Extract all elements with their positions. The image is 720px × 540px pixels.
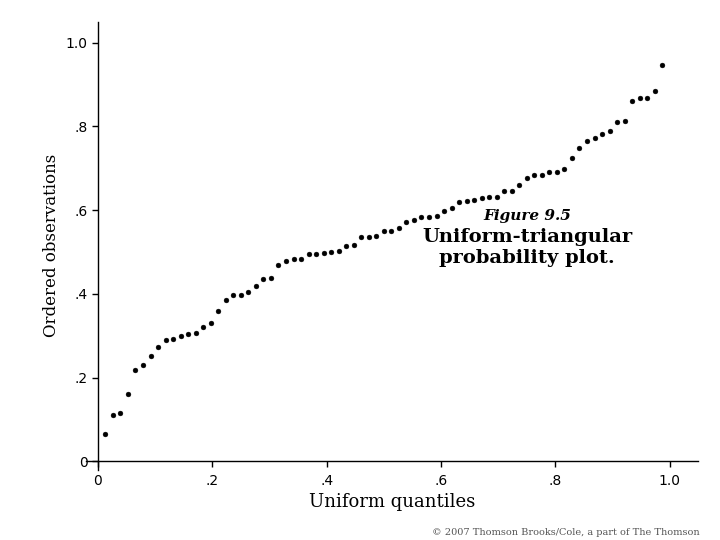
Text: Uniform-triangular
probability plot.: Uniform-triangular probability plot. [422, 228, 632, 267]
Y-axis label: Ordered observations: Ordered observations [43, 154, 60, 338]
Text: Figure 9.5: Figure 9.5 [483, 210, 571, 223]
X-axis label: Uniform quantiles: Uniform quantiles [310, 494, 475, 511]
Text: © 2007 Thomson Brooks/Cole, a part of The Thomson: © 2007 Thomson Brooks/Cole, a part of Th… [432, 528, 700, 537]
